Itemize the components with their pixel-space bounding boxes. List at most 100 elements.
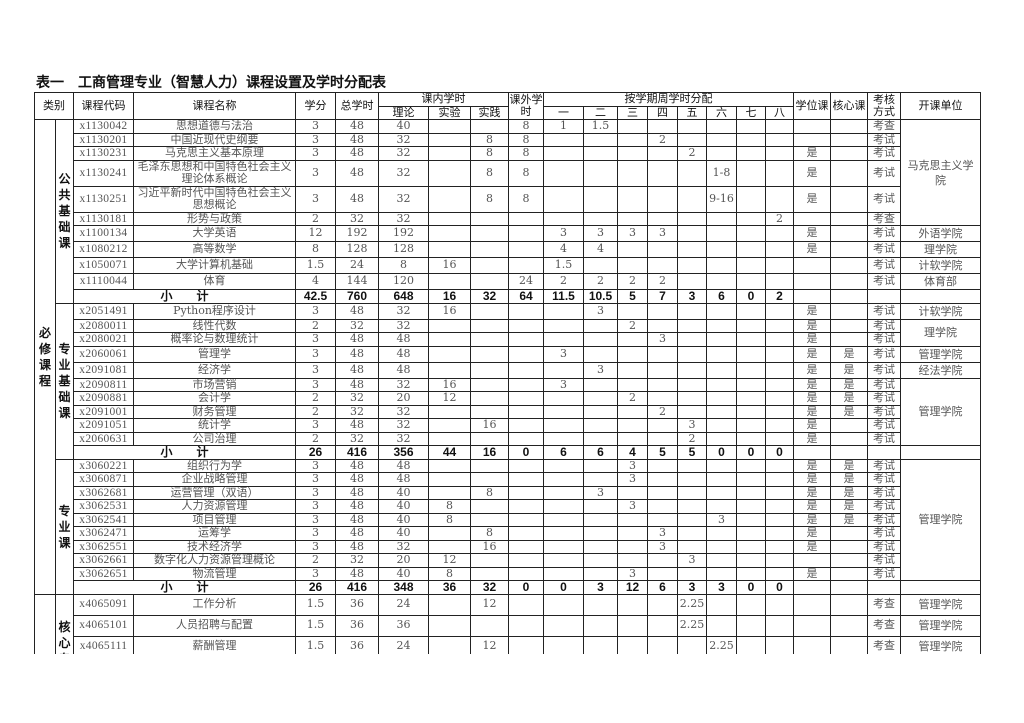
outer-category	[34, 593, 56, 654]
semester-2-hours	[583, 404, 618, 419]
core-course-flag	[830, 566, 868, 581]
course-credit: 3	[295, 458, 336, 473]
semester-7-hours	[736, 345, 766, 363]
semester-8-hours	[765, 635, 794, 654]
header-semester-1: 一	[543, 105, 584, 120]
semester-3-hours	[617, 539, 648, 554]
assessment-method: 考试	[867, 257, 901, 274]
course-name: 经济学	[133, 361, 296, 379]
subtotal-dept-empty	[900, 580, 981, 595]
course-theory: 40	[378, 499, 429, 514]
subtotal-credit: 42.5	[295, 289, 336, 304]
table-row: x3062651 物流管理 3 48 40 8 3 是考试	[35, 566, 981, 581]
assessment-method: 考查	[867, 614, 901, 637]
course-code: x3060871	[73, 472, 134, 487]
course-practice	[470, 614, 509, 637]
course-extra	[508, 225, 544, 242]
semester-8-hours	[765, 512, 794, 527]
subtotal-degree-empty	[793, 445, 831, 460]
header-semester-8: 八	[765, 105, 794, 120]
semester-3-hours	[617, 185, 648, 213]
course-practice	[470, 318, 509, 333]
table-row: x4065101 人员招聘与配置 1.5 36 36 2.25 考查 管理学院	[35, 614, 981, 637]
course-hours: 48	[335, 132, 379, 147]
semester-8-hours	[765, 302, 794, 320]
course-theory: 32	[378, 404, 429, 419]
course-practice	[470, 472, 509, 487]
semester-2-hours	[583, 318, 618, 333]
course-credit: 2	[295, 431, 336, 446]
subtotal-core-empty	[830, 580, 868, 595]
table-row: x1050071 大学计算机基础 1.5 24 8 16 1.5 考试 计软学院	[35, 257, 981, 274]
semester-5-hours	[677, 499, 707, 514]
assessment-method: 考试	[867, 566, 901, 581]
semester-3-hours	[617, 635, 648, 654]
semester-6-hours	[706, 593, 737, 616]
core-course-flag	[830, 431, 868, 446]
assessment-method: 考试	[867, 431, 901, 446]
semester-6-hours	[706, 241, 737, 258]
semester-3-hours	[617, 302, 648, 320]
assessment-method: 考试	[867, 302, 901, 320]
section-category: 专业课	[55, 458, 74, 595]
course-name: 毛泽东思想和中国特色社会主义理论体系概论	[133, 159, 296, 187]
semester-7-hours	[736, 566, 766, 581]
course-code: x1130251	[73, 185, 134, 213]
semester-4-hours	[647, 485, 678, 500]
course-practice	[470, 377, 509, 392]
course-lab	[428, 472, 471, 487]
course-extra	[508, 593, 544, 616]
department: 体育部	[900, 273, 981, 290]
semester-5-hours: 3	[677, 553, 707, 568]
semester-4-hours	[647, 566, 678, 581]
table-row: x2080011 线性代数 2 32 32 2 是考试 理学院	[35, 318, 981, 347]
course-practice	[470, 499, 509, 514]
course-practice: 12	[470, 593, 509, 616]
semester-1-hours	[543, 566, 584, 581]
semester-2-hours	[583, 458, 618, 473]
course-name: 中国近现代史纲要	[133, 132, 296, 147]
semester-5-hours: 2.25	[677, 614, 707, 637]
course-theory: 32	[378, 146, 429, 161]
subtotal-semester-2: 3	[583, 580, 618, 595]
course-extra	[508, 566, 544, 581]
semester-5-hours	[677, 185, 707, 213]
semester-8-hours	[765, 539, 794, 554]
semester-3-hours	[617, 377, 648, 392]
department: 管理学院	[900, 635, 981, 654]
subtotal-extra: 0	[508, 580, 544, 595]
semester-5-hours: 2	[677, 146, 707, 161]
course-code: x3062661	[73, 553, 134, 568]
degree-course-flag: 是	[793, 539, 831, 554]
table-row: x3062471 运筹学 3 48 40 8 3 是考试	[35, 526, 981, 541]
degree-course-flag: 是	[793, 159, 831, 187]
semester-5-hours: 2	[677, 431, 707, 446]
page-title: 表一 工商管理专业（智慧人力）课程设置及学时分配表	[36, 75, 386, 91]
semester-4-hours	[647, 418, 678, 433]
assessment-method: 考试	[867, 345, 901, 363]
course-hours: 48	[335, 185, 379, 213]
course-hours: 36	[335, 614, 379, 637]
semester-8-hours	[765, 431, 794, 446]
assessment-method: 考试	[867, 225, 901, 242]
course-credit: 3	[295, 418, 336, 433]
course-practice	[470, 404, 509, 419]
course-name: 数字化人力资源管理概论	[133, 553, 296, 568]
semester-2-hours	[583, 418, 618, 433]
semester-1-hours	[543, 526, 584, 541]
course-credit: 3	[295, 159, 336, 187]
course-extra: 8	[508, 146, 544, 161]
course-name: 项目管理	[133, 512, 296, 527]
course-code: x2090811	[73, 377, 134, 392]
semester-1-hours: 3	[543, 345, 584, 363]
semester-8-hours	[765, 345, 794, 363]
semester-7-hours	[736, 418, 766, 433]
course-theory: 40	[378, 485, 429, 500]
course-code: x3062531	[73, 499, 134, 514]
course-practice	[470, 566, 509, 581]
subtotal-assess-empty	[867, 580, 901, 595]
subtotal-semester-3: 4	[617, 445, 648, 460]
semester-6-hours	[706, 211, 737, 226]
semester-3-hours	[617, 257, 648, 274]
